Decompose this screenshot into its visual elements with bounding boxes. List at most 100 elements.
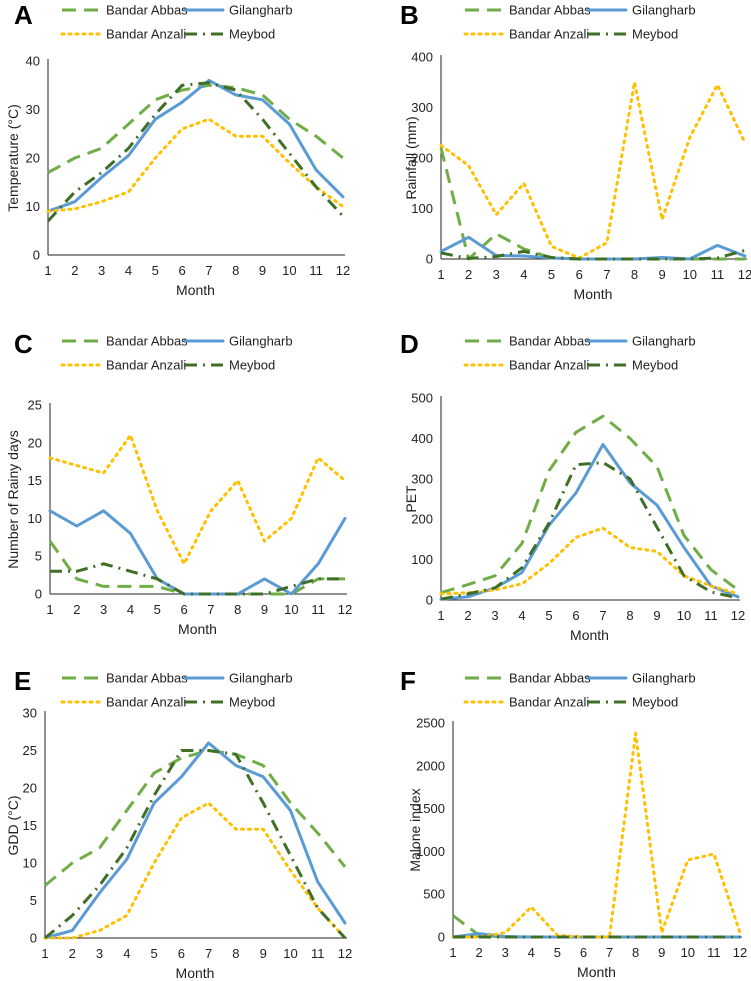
y-tick-label: 5: [30, 893, 37, 908]
x-tick-label: 7: [205, 263, 212, 278]
x-tick-label: 5: [154, 602, 161, 617]
series-line-gilangharb: [439, 235, 747, 261]
y-tick-label: 400: [411, 431, 433, 446]
chart-panel-d: D Bandar Abbas Gilangharb Bandar Anzali Meyb…: [400, 329, 745, 643]
series-line-bandar-anzali: [439, 80, 747, 260]
x-axis-label: Month: [577, 964, 616, 980]
y-tick-label: 0: [35, 587, 42, 602]
x-tick-label: 3: [98, 263, 105, 278]
legend-label: Meybod: [229, 695, 275, 710]
x-axis-label: Month: [176, 282, 215, 298]
x-tick-label: 1: [437, 608, 444, 623]
series-line-gilangharb: [48, 509, 347, 596]
legend-label: Bandar Anzali: [106, 27, 186, 42]
legend-label: Gilangharb: [632, 3, 696, 18]
y-tick-label: 200: [411, 512, 433, 527]
x-axis-label: Month: [574, 286, 613, 302]
x-tick-label: 5: [554, 945, 561, 960]
y-tick-label: 500: [423, 887, 445, 902]
y-axis-label: Number of Rainy days: [5, 430, 21, 569]
x-tick-label: 9: [260, 946, 267, 961]
legend-label: Bandar Abbas: [106, 671, 188, 686]
series-line-bandar-abbas: [44, 749, 347, 887]
series-line-bandar-anzali: [451, 731, 742, 939]
y-tick-label: 20: [23, 781, 37, 796]
x-axis-label: Month: [176, 965, 215, 981]
legend-label: Gilangharb: [229, 334, 293, 349]
x-tick-label: 3: [100, 602, 107, 617]
x-tick-label: 10: [283, 946, 297, 961]
x-tick-label: 2: [73, 602, 80, 617]
x-tick-label: 3: [96, 946, 103, 961]
series-line-bandar-abbas: [48, 540, 345, 596]
legend-label: Gilangharb: [229, 3, 293, 18]
x-tick-label: 5: [548, 267, 555, 282]
x-tick-label: 6: [572, 608, 579, 623]
x-tick-label: 1: [46, 602, 53, 617]
x-tick-label: 8: [232, 263, 239, 278]
y-tick-label: 10: [26, 199, 40, 214]
legend-label: Bandar Anzali: [106, 695, 186, 710]
y-tick-label: 40: [26, 54, 40, 69]
x-tick-label: 2: [464, 608, 471, 623]
y-tick-label: 0: [438, 930, 445, 945]
x-tick-label: 2: [475, 945, 482, 960]
series-line-bandar-abbas: [440, 414, 739, 595]
x-tick-label: 10: [282, 263, 296, 278]
x-tick-label: 11: [309, 263, 323, 278]
x-tick-label: 8: [632, 945, 639, 960]
x-tick-label: 10: [682, 267, 696, 282]
x-tick-label: 6: [180, 602, 187, 617]
x-axis-label: Month: [178, 621, 217, 637]
y-axis-label: Malone index: [407, 788, 423, 871]
chart-panel-e: E Bandar Abbas Gilangharb Bandar Anzali Meyb…: [5, 666, 352, 981]
x-tick-label: 6: [178, 946, 185, 961]
x-tick-label: 7: [207, 602, 214, 617]
x-tick-label: 4: [127, 602, 134, 617]
x-tick-label: 9: [653, 608, 660, 623]
x-tick-label: 1: [41, 946, 48, 961]
y-tick-label: 0: [426, 593, 433, 608]
x-tick-label: 8: [232, 946, 239, 961]
series-line-bandar-anzali: [48, 433, 347, 566]
legend-label: Gilangharb: [229, 671, 293, 686]
series-line-bandar-abbas: [439, 147, 745, 261]
series-line-bandar-abbas: [47, 83, 344, 174]
y-tick-label: 400: [411, 50, 433, 65]
x-tick-label: 12: [338, 946, 352, 961]
series-line-gilangharb: [46, 78, 345, 213]
panel-label: A: [14, 0, 33, 30]
y-axis-label: PET: [403, 485, 419, 513]
y-tick-label: 0: [30, 931, 37, 946]
x-axis-label: Month: [570, 627, 609, 643]
x-tick-label: 2: [465, 267, 472, 282]
x-tick-label: 7: [205, 946, 212, 961]
x-tick-label: 11: [704, 608, 718, 623]
y-tick-label: 1500: [416, 801, 445, 816]
legend-label: Bandar Anzali: [509, 695, 589, 710]
y-tick-label: 25: [28, 398, 42, 413]
x-tick-label: 12: [338, 602, 352, 617]
x-tick-label: 4: [125, 263, 132, 278]
y-tick-label: 15: [28, 473, 42, 488]
panel-label: D: [400, 329, 419, 359]
x-tick-label: 7: [603, 267, 610, 282]
y-tick-label: 15: [23, 818, 37, 833]
panel-label: C: [14, 329, 33, 359]
y-tick-label: 10: [28, 511, 42, 526]
y-tick-label: 0: [426, 252, 433, 267]
x-tick-label: 8: [626, 608, 633, 623]
x-tick-label: 3: [493, 267, 500, 282]
legend-label: Bandar Anzali: [509, 27, 589, 42]
panel-label: E: [14, 666, 31, 696]
x-tick-label: 6: [580, 945, 587, 960]
x-tick-label: 1: [437, 267, 444, 282]
y-tick-label: 20: [26, 151, 40, 166]
x-tick-label: 7: [599, 608, 606, 623]
x-tick-label: 11: [711, 267, 725, 282]
legend-label: Bandar Abbas: [509, 671, 591, 686]
x-tick-label: 1: [449, 945, 456, 960]
chart-panel-a: A Bandar Abbas Gilangharb Bandar Anzali Meyb…: [5, 0, 350, 298]
x-tick-label: 12: [738, 267, 751, 282]
y-tick-label: 100: [411, 552, 433, 567]
